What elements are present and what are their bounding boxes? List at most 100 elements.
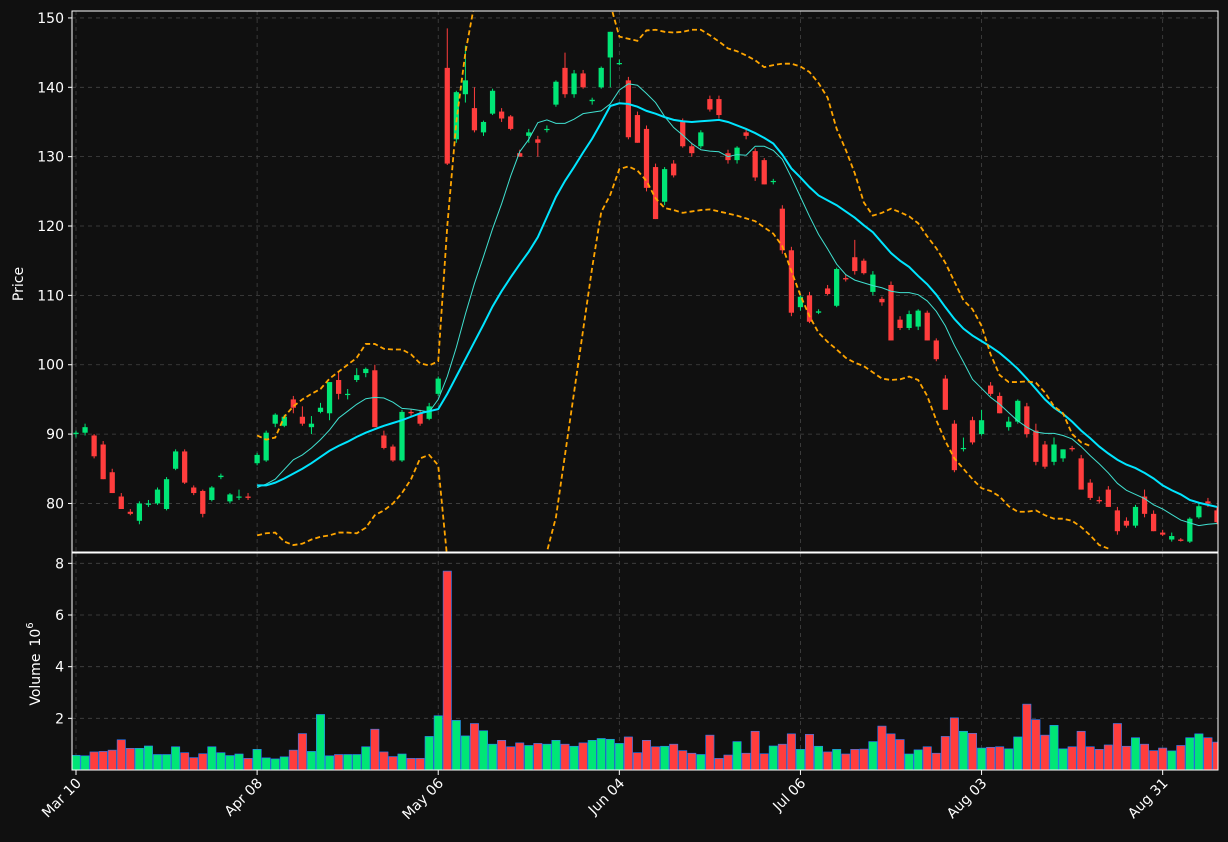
volume-bar <box>1013 736 1023 770</box>
candle-body <box>1141 496 1148 514</box>
candle-body <box>317 407 324 412</box>
volume-bar <box>687 752 697 770</box>
volume-bar <box>1022 703 1032 770</box>
volume-bar <box>288 749 298 770</box>
volume-bar <box>433 715 443 770</box>
price-tick-label: 150 <box>37 11 64 27</box>
volume-bar <box>506 746 516 770</box>
volume-bar <box>524 745 534 770</box>
volume-bar <box>297 733 307 770</box>
volume-bar <box>669 743 679 770</box>
candle-body <box>960 447 967 450</box>
volume-bar <box>306 751 316 770</box>
volume-bar <box>1149 750 1159 770</box>
volume-bar <box>931 752 941 770</box>
volume-bar <box>632 752 642 770</box>
price-tick-label: 100 <box>37 358 64 374</box>
volume-bar <box>660 745 670 770</box>
candle-body <box>535 139 541 143</box>
volume-bar <box>877 725 887 770</box>
volume-axis-exponent: 6 <box>25 622 36 628</box>
volume-bar <box>841 753 851 770</box>
candle-body <box>879 298 885 303</box>
candle-body <box>471 108 478 131</box>
candle-body <box>915 310 921 327</box>
volume-bar <box>343 754 353 770</box>
candle-body <box>779 208 785 251</box>
volume-bar <box>1112 723 1122 770</box>
volume-bar <box>515 742 525 770</box>
candle-body <box>888 284 894 341</box>
volume-bar <box>479 730 488 770</box>
volume-bar <box>370 728 380 770</box>
candle-body <box>1123 520 1130 526</box>
candle-body <box>743 132 749 136</box>
volume-bar <box>460 735 470 770</box>
volume-bar <box>162 754 172 770</box>
candle-body <box>480 121 487 133</box>
volume-bar <box>1076 730 1086 770</box>
candle-body <box>761 160 767 185</box>
volume-bar <box>415 758 425 770</box>
candle-body <box>969 420 976 443</box>
volume-bar <box>225 755 235 770</box>
volume-bar <box>153 754 162 770</box>
candle-body <box>716 99 722 116</box>
candle-body <box>227 494 233 502</box>
volume-bar <box>134 747 144 770</box>
candlesticks <box>73 28 1218 543</box>
candle-body <box>924 312 930 341</box>
price-panel <box>73 11 1218 552</box>
volume-bar <box>116 739 126 770</box>
candle-body <box>680 121 686 147</box>
candle-body <box>933 340 939 360</box>
candle-body <box>652 167 659 220</box>
candle-body <box>254 454 260 464</box>
candle-body <box>191 487 197 494</box>
candle-body <box>145 503 152 505</box>
volume-bar <box>72 754 81 770</box>
candle-body <box>1015 400 1021 422</box>
volume-bar <box>270 758 280 770</box>
volume-bar <box>261 757 271 770</box>
volume-bar <box>995 746 1005 770</box>
volume-bar <box>234 753 244 770</box>
price-tick-label: 140 <box>37 80 64 96</box>
candle-body <box>182 451 188 483</box>
candle-body <box>1150 513 1157 532</box>
volume-bar <box>424 736 434 770</box>
volume-bar <box>1176 745 1186 770</box>
volume-bar <box>1121 745 1131 770</box>
volume-bar <box>252 749 262 770</box>
candle-body <box>308 423 315 428</box>
price-tick-label: 130 <box>37 150 64 166</box>
volume-panel <box>72 570 1218 770</box>
candle-body <box>1214 510 1218 523</box>
volume-bar <box>125 747 135 770</box>
candle-body <box>426 406 432 419</box>
candle-body <box>607 31 613 58</box>
volume-bar <box>795 749 805 770</box>
volume-bar <box>587 739 597 770</box>
volume-bar <box>488 743 498 770</box>
volume-bar <box>361 746 371 770</box>
candle-body <box>417 413 423 424</box>
candle-body <box>290 399 296 408</box>
volume-bar <box>406 758 416 770</box>
volume-bar <box>949 717 959 770</box>
volume-bar <box>868 741 878 770</box>
volume-bar <box>696 754 706 770</box>
candle-body <box>236 496 242 498</box>
volume-bar <box>171 746 181 770</box>
candle-body <box>1196 506 1202 518</box>
volume-bar <box>1158 747 1168 770</box>
volume-bar <box>98 751 108 770</box>
volume-bar <box>451 720 461 770</box>
volume-bar <box>1031 719 1041 770</box>
fast-ma-line <box>256 83 1218 527</box>
volume-bar <box>968 733 977 770</box>
volume-bar <box>750 730 760 770</box>
volume-bar <box>325 755 335 770</box>
candle-body <box>82 427 88 433</box>
